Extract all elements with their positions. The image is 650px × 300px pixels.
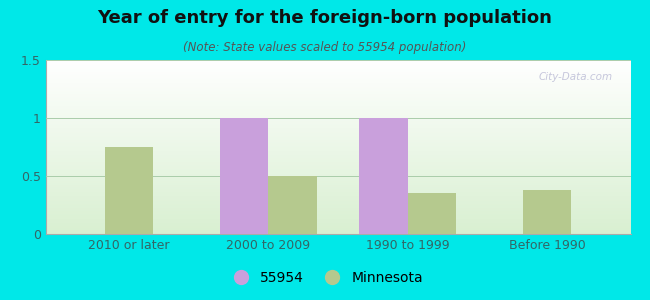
Bar — [408, 194, 456, 234]
Text: City-Data.com: City-Data.com — [539, 72, 613, 82]
Bar — [220, 118, 268, 234]
Bar — [268, 176, 317, 234]
Bar — [523, 190, 571, 234]
Text: Year of entry for the foreign-born population: Year of entry for the foreign-born popul… — [98, 9, 552, 27]
Legend: 55954, Minnesota: 55954, Minnesota — [222, 265, 428, 290]
Text: (Note: State values scaled to 55954 population): (Note: State values scaled to 55954 popu… — [183, 40, 467, 53]
Bar — [359, 118, 408, 234]
Bar — [105, 147, 153, 234]
